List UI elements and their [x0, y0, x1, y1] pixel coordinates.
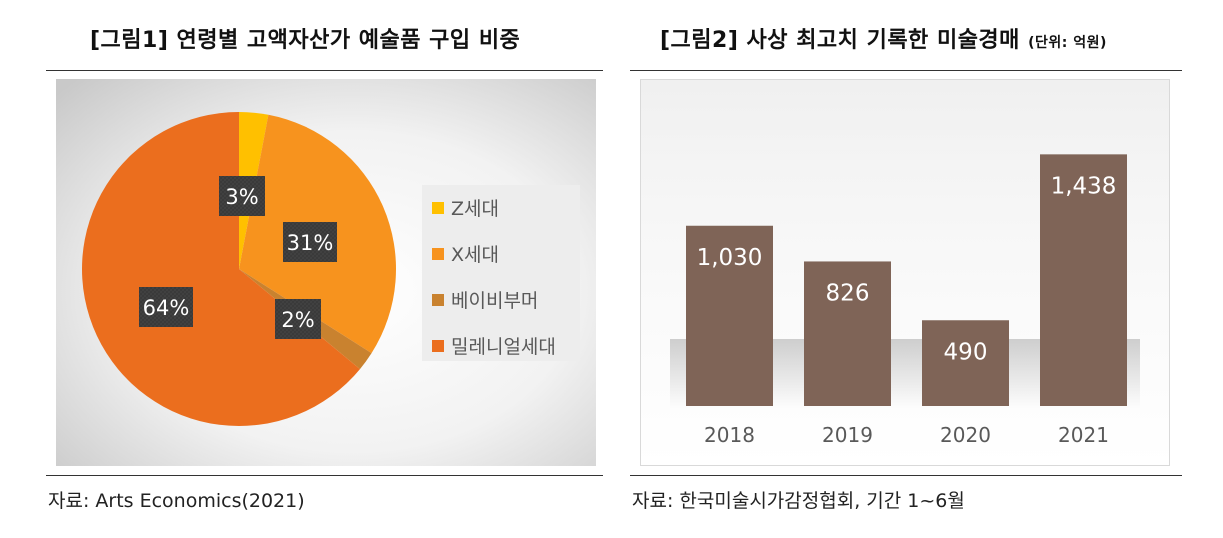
x-tick-label: 2018 [704, 423, 755, 447]
pie-data-label-text: 3% [225, 185, 258, 209]
left-panel-title: [그림1] 연령별 고액자산가 예술품 구입 비중 [90, 22, 520, 54]
legend-swatch [432, 248, 444, 260]
pie-data-label: 2% [275, 299, 321, 339]
left-source-text: 자료: Arts Economics(2021) [48, 490, 305, 512]
legend-swatch [432, 294, 444, 306]
pie-data-label-text: 64% [143, 296, 190, 320]
pie-data-label-box [283, 222, 337, 262]
right-panel-title-text: [그림2] 사상 최고치 기록한 미술경매 [660, 28, 1020, 53]
pie-data-label-box [139, 287, 193, 327]
legend-swatch [432, 202, 444, 214]
right-title-rule [630, 70, 1182, 71]
legend-label: 밀레니얼세대 [451, 336, 556, 358]
pie-data-label-box [275, 299, 321, 339]
left-source: 자료: Arts Economics(2021) [48, 486, 305, 513]
pie-slice [81, 112, 360, 427]
bar-data-label: 1,030 [697, 245, 763, 271]
bar-chart-area: 1,030 2018 826 2019 490 2020 1,438 2021 [640, 79, 1170, 466]
left-title-rule [46, 70, 603, 71]
bar [1040, 154, 1127, 406]
bar [804, 261, 891, 406]
pie-data-label-box [219, 176, 265, 216]
left-bottom-rule [46, 475, 603, 476]
x-tick-label: 2019 [822, 423, 873, 447]
pie-data-label: 3% [219, 176, 265, 216]
legend-label: 베이비부머 [451, 290, 538, 312]
legend-entry: X세대 [432, 244, 499, 266]
bar [686, 225, 773, 406]
pie-data-label-text: 31% [287, 231, 334, 255]
legend-label: X세대 [451, 244, 499, 266]
legend-entry: Z세대 [432, 198, 499, 220]
bar-chart: 1,030 2018 826 2019 490 2020 1,438 2021 [640, 79, 1170, 466]
bar-data-label: 490 [944, 339, 988, 365]
pie-data-label: 64% [139, 287, 193, 327]
bar-data-label: 1,438 [1051, 173, 1117, 199]
left-panel-title-text: [그림1] 연령별 고액자산가 예술품 구입 비중 [90, 28, 521, 53]
x-tick-label: 2020 [940, 423, 991, 447]
legend-box [422, 185, 580, 361]
right-bottom-rule [630, 475, 1182, 476]
bar [922, 320, 1009, 406]
legend-entry: 밀레니얼세대 [432, 336, 556, 358]
legend-entry: 베이비부머 [432, 290, 538, 312]
right-panel-unit: (단위: 억원) [1028, 35, 1107, 51]
x-tick-label: 2021 [1058, 423, 1109, 447]
right-source-text: 자료: 한국미술시가감정협회, 기간 1~6월 [632, 490, 965, 512]
legend-label: Z세대 [451, 198, 499, 220]
right-source: 자료: 한국미술시가감정협회, 기간 1~6월 [632, 486, 965, 513]
bar-data-label: 826 [826, 280, 870, 306]
pie-data-label: 31% [283, 222, 337, 262]
pie-data-label-text: 2% [281, 308, 314, 332]
right-panel-title: [그림2] 사상 최고치 기록한 미술경매 (단위: 억원) [660, 22, 1107, 54]
legend-swatch [432, 340, 444, 352]
